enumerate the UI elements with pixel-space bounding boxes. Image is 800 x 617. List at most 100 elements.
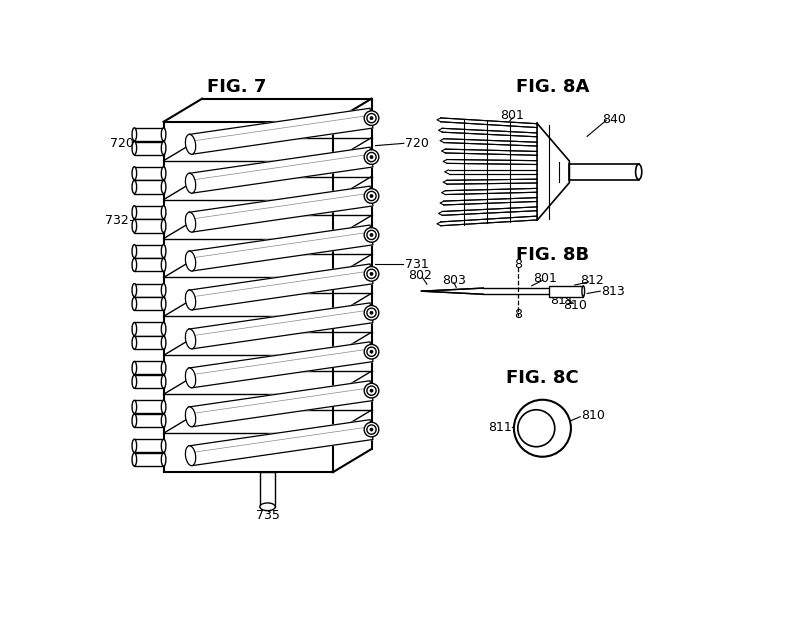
Text: 840: 840 [602,113,626,126]
Ellipse shape [162,439,166,452]
Bar [134,323,164,336]
Circle shape [367,347,376,357]
Ellipse shape [186,329,196,349]
Text: 812: 812 [580,274,603,287]
Circle shape [370,117,373,120]
Bar [134,181,164,194]
Polygon shape [442,128,537,137]
Ellipse shape [636,164,642,180]
Ellipse shape [132,128,137,141]
Circle shape [518,410,554,447]
Bar [134,375,164,388]
Bar [570,164,638,180]
Bar [134,205,164,219]
Bar [549,286,583,297]
Ellipse shape [260,503,275,511]
Ellipse shape [162,400,166,413]
Ellipse shape [132,414,137,427]
Ellipse shape [132,453,137,466]
Ellipse shape [162,128,166,141]
Ellipse shape [132,284,137,297]
Text: 810: 810 [564,299,587,312]
Ellipse shape [132,141,137,155]
Ellipse shape [186,135,196,154]
Ellipse shape [162,323,166,336]
Polygon shape [422,288,483,294]
Circle shape [367,269,376,278]
Ellipse shape [132,362,137,375]
Bar [134,453,164,466]
Bar [134,400,164,413]
Bar [134,439,164,452]
Polygon shape [189,303,373,349]
Ellipse shape [132,297,137,310]
Polygon shape [189,147,373,193]
Circle shape [364,189,379,204]
Ellipse shape [132,323,137,336]
Circle shape [367,308,376,317]
Ellipse shape [132,181,137,194]
Polygon shape [446,188,537,194]
Bar [134,141,164,155]
Ellipse shape [132,336,137,349]
Bar [134,284,164,297]
Bar [134,244,164,258]
Ellipse shape [132,205,137,219]
Circle shape [364,228,379,242]
Text: 813: 813 [601,284,625,297]
Polygon shape [189,186,373,232]
Text: 735: 735 [256,509,279,522]
Ellipse shape [186,368,196,388]
Ellipse shape [132,439,137,452]
Bar [134,297,164,310]
Circle shape [364,111,379,125]
Text: 810: 810 [581,410,605,423]
Ellipse shape [162,141,166,155]
Polygon shape [537,123,570,220]
Text: 811: 811 [488,421,512,434]
Text: 720: 720 [405,137,429,150]
Ellipse shape [162,453,166,466]
Circle shape [364,267,379,281]
Polygon shape [189,381,373,427]
Circle shape [370,389,373,392]
Bar [134,414,164,427]
Text: 811: 811 [550,294,574,307]
Ellipse shape [132,375,137,388]
Text: 8: 8 [514,258,522,271]
Circle shape [367,230,376,239]
Polygon shape [189,420,373,466]
Ellipse shape [132,259,137,271]
Text: FIG. 8A: FIG. 8A [516,78,589,96]
Ellipse shape [186,173,196,193]
Circle shape [370,194,373,197]
Ellipse shape [186,446,196,466]
Ellipse shape [162,181,166,194]
Circle shape [367,386,376,395]
Ellipse shape [162,244,166,258]
Text: FIG. 7: FIG. 7 [207,78,266,96]
Text: 801: 801 [533,271,557,284]
Polygon shape [444,197,537,205]
Circle shape [370,155,373,159]
Circle shape [364,383,379,398]
Polygon shape [189,264,373,310]
Bar [134,128,164,141]
Ellipse shape [162,259,166,271]
Ellipse shape [132,400,137,413]
Text: 731: 731 [405,258,428,271]
Ellipse shape [186,290,196,310]
Text: 803: 803 [442,274,466,287]
Circle shape [514,400,571,457]
Circle shape [364,344,379,359]
Ellipse shape [186,251,196,271]
Ellipse shape [132,167,137,180]
Polygon shape [441,118,537,128]
Polygon shape [447,179,537,184]
Circle shape [364,422,379,437]
Ellipse shape [582,286,585,297]
Ellipse shape [162,167,166,180]
Polygon shape [444,139,537,146]
Ellipse shape [162,414,166,427]
Bar [134,336,164,349]
